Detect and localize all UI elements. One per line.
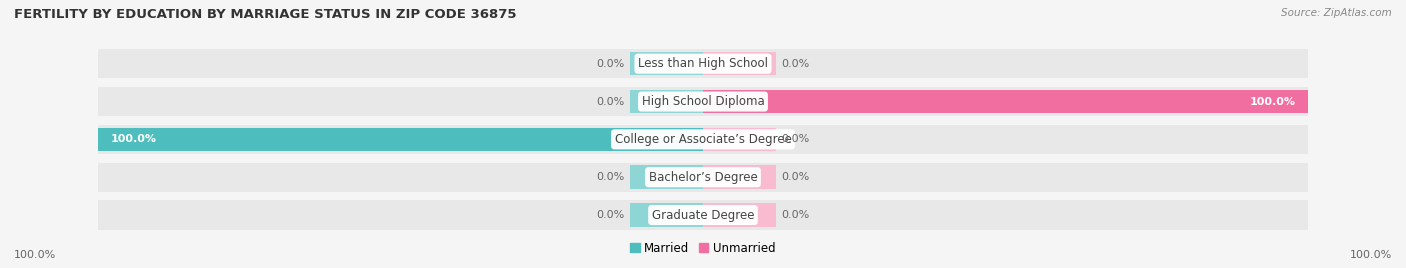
Text: Source: ZipAtlas.com: Source: ZipAtlas.com bbox=[1281, 8, 1392, 18]
Legend: Married, Unmarried: Married, Unmarried bbox=[626, 237, 780, 259]
Text: 100.0%: 100.0% bbox=[1250, 96, 1295, 106]
Text: High School Diploma: High School Diploma bbox=[641, 95, 765, 108]
Bar bbox=[98, 125, 1308, 154]
Text: College or Associate’s Degree: College or Associate’s Degree bbox=[614, 133, 792, 146]
Bar bbox=[630, 165, 703, 189]
Text: 0.0%: 0.0% bbox=[596, 210, 624, 220]
Text: Graduate Degree: Graduate Degree bbox=[652, 209, 754, 222]
Bar bbox=[703, 90, 1308, 113]
Bar bbox=[703, 165, 776, 189]
Text: 0.0%: 0.0% bbox=[782, 210, 810, 220]
Bar bbox=[630, 90, 703, 113]
Bar bbox=[630, 52, 703, 75]
Bar bbox=[98, 87, 1308, 116]
Bar bbox=[630, 203, 703, 227]
Text: 100.0%: 100.0% bbox=[14, 250, 56, 260]
Bar bbox=[703, 52, 776, 75]
Text: Less than High School: Less than High School bbox=[638, 57, 768, 70]
Text: FERTILITY BY EDUCATION BY MARRIAGE STATUS IN ZIP CODE 36875: FERTILITY BY EDUCATION BY MARRIAGE STATU… bbox=[14, 8, 516, 21]
Bar bbox=[98, 49, 1308, 78]
Bar bbox=[703, 128, 776, 151]
Bar bbox=[703, 203, 776, 227]
Text: 0.0%: 0.0% bbox=[782, 172, 810, 182]
Bar bbox=[98, 163, 1308, 192]
Bar bbox=[98, 200, 1308, 230]
Text: 0.0%: 0.0% bbox=[596, 96, 624, 106]
Text: 100.0%: 100.0% bbox=[1350, 250, 1392, 260]
Bar bbox=[98, 128, 703, 151]
Text: 0.0%: 0.0% bbox=[596, 59, 624, 69]
Text: 0.0%: 0.0% bbox=[782, 134, 810, 144]
Text: 0.0%: 0.0% bbox=[596, 172, 624, 182]
Text: 100.0%: 100.0% bbox=[111, 134, 156, 144]
Text: Bachelor’s Degree: Bachelor’s Degree bbox=[648, 171, 758, 184]
Text: 0.0%: 0.0% bbox=[782, 59, 810, 69]
